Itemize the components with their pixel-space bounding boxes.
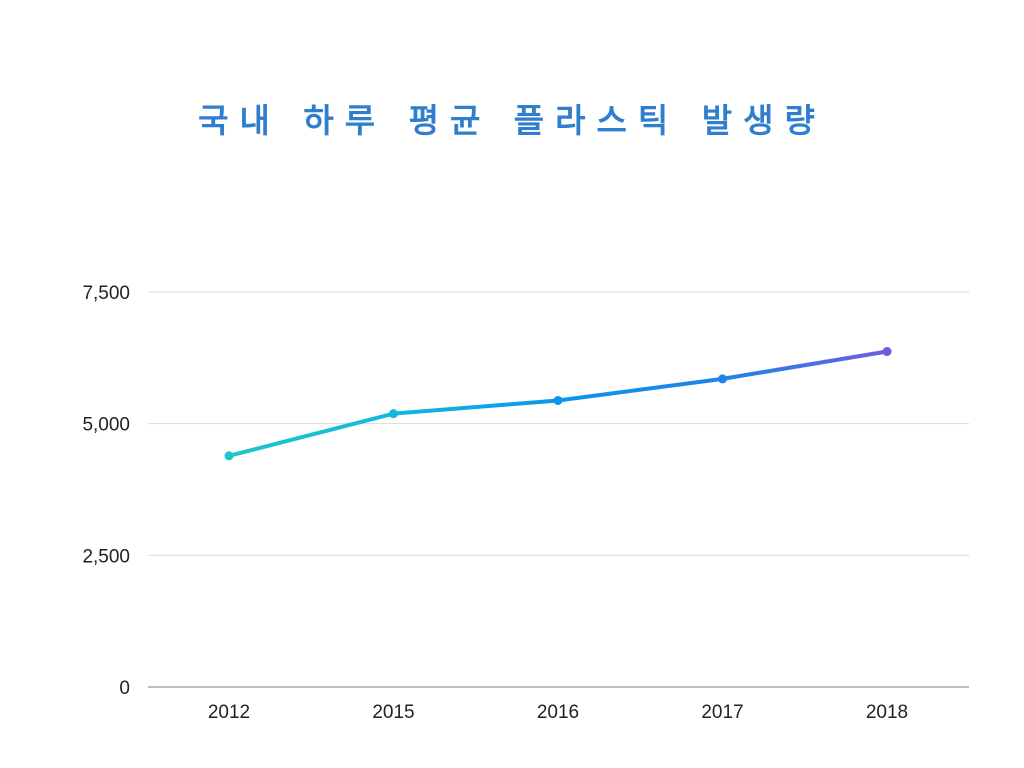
- y-tick-label: 0: [119, 678, 130, 699]
- x-tick-label: 2015: [372, 702, 414, 723]
- data-point: [718, 374, 727, 384]
- data-points: [224, 347, 892, 461]
- x-tick-label: 2016: [537, 702, 579, 723]
- x-axis: 2012 2015 2016 2017 2018: [208, 702, 908, 723]
- grid-lines: [148, 291, 969, 688]
- data-point: [389, 409, 398, 419]
- y-tick-label: 2,500: [82, 546, 130, 567]
- data-point: [882, 347, 892, 357]
- y-tick-label: 5,000: [82, 415, 130, 436]
- data-point: [224, 451, 234, 461]
- data-point: [553, 395, 563, 405]
- x-tick-label: 2017: [701, 702, 743, 723]
- x-tick-label: 2012: [208, 702, 250, 723]
- y-axis: 0 2,500 5,000 7,500: [82, 283, 130, 699]
- x-tick-label: 2018: [866, 702, 908, 723]
- chart-title: 국내 하루 평균 플라스틱 발생량: [198, 101, 826, 140]
- y-tick-label: 7,500: [82, 283, 130, 304]
